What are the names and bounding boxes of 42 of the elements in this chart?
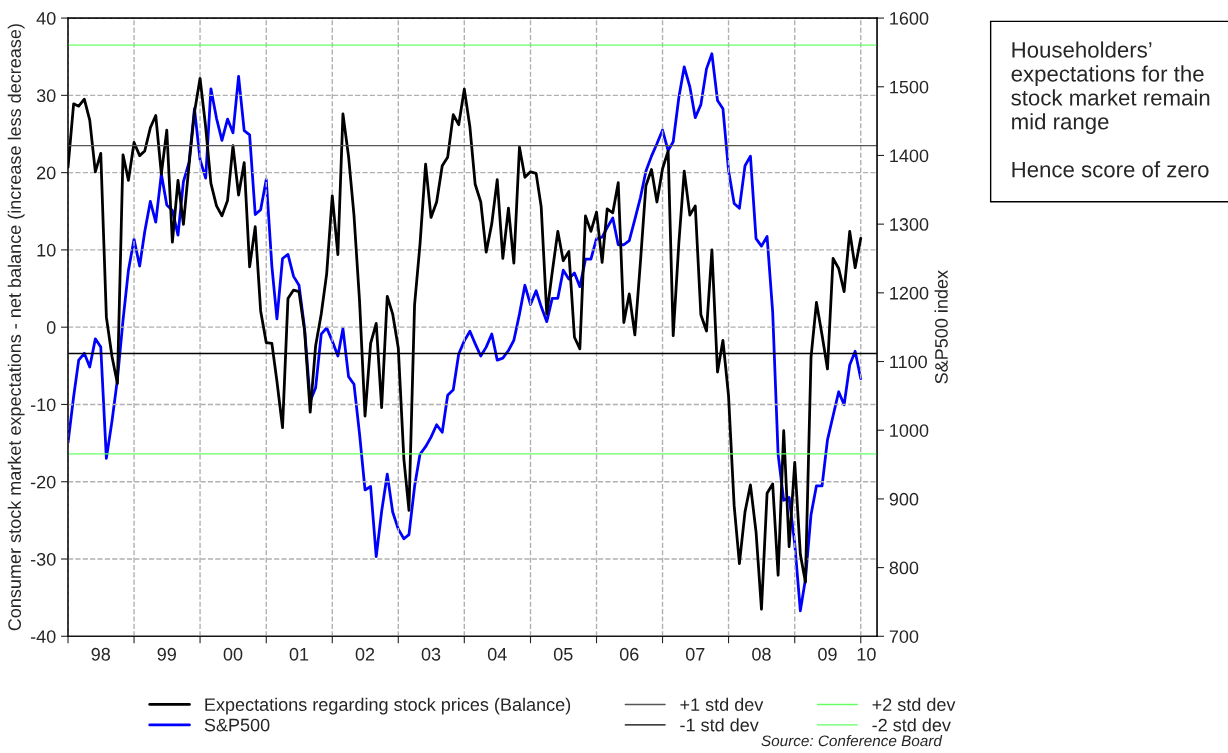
legend-label: S&P500 [204, 718, 270, 732]
y-tick-label: 30 [36, 89, 56, 103]
x-tick-label: 99 [157, 647, 176, 661]
legend-label: +2 std dev [872, 697, 956, 711]
legend-label: -1 std dev [680, 718, 759, 732]
x-tick-label: 98 [91, 647, 111, 661]
x-tick-label: 02 [355, 647, 375, 661]
y2-tick-label: 700 [889, 630, 919, 644]
y-tick-label: -30 [30, 552, 56, 566]
x-tick-label: 00 [223, 647, 243, 661]
y-axis-title: Consumer stock market expectations - net balance (increase less decrease) [7, 24, 25, 631]
x-tick-label: 03 [421, 647, 441, 661]
y-tick-label: 20 [37, 166, 56, 180]
legend-label: Expectations regarding stock prices (Balance) [205, 697, 571, 715]
y-tick-label: -10 [30, 398, 56, 412]
y-tick-label: 40 [36, 12, 56, 25]
y-tick-label: 0 [46, 321, 56, 334]
legend-label: -2 std dev [872, 718, 951, 732]
y2-tick-label: 1000 [890, 424, 929, 437]
y2-tick-label: 1300 [890, 218, 929, 231]
x-tick-label: 04 [487, 647, 507, 661]
x-tick-label: 07 [685, 647, 705, 661]
text: Householders’ expectations for the stock market remain mid range Hence score of zero [1011, 41, 1210, 178]
y2-axis-title: S&P500 index [934, 270, 948, 384]
legend-label: +1 std dev [680, 697, 764, 711]
x-tick-label: 10 [857, 647, 876, 661]
y2-tick-label: 1200 [890, 286, 929, 300]
y2-tick-label: 1400 [890, 149, 929, 163]
x-tick-label: 05 [553, 647, 573, 661]
y2-tick-label: 900 [889, 492, 919, 506]
y2-tick-label: 1100 [890, 355, 927, 369]
x-tick-label: 09 [818, 647, 837, 661]
y2-tick-label: 1600 [890, 12, 929, 25]
y-tick-label: 10 [37, 243, 56, 257]
x-tick-label: 06 [619, 647, 639, 661]
x-tick-label: 08 [752, 647, 771, 661]
x-tick-label: 01 [289, 647, 309, 661]
y2-tick-label: 1500 [890, 80, 929, 94]
y2-tick-label: 800 [889, 561, 919, 575]
source-note: Source: Conference Board [761, 734, 943, 747]
y-tick-label: -20 [30, 475, 56, 489]
y-tick-label: -40 [30, 630, 56, 644]
